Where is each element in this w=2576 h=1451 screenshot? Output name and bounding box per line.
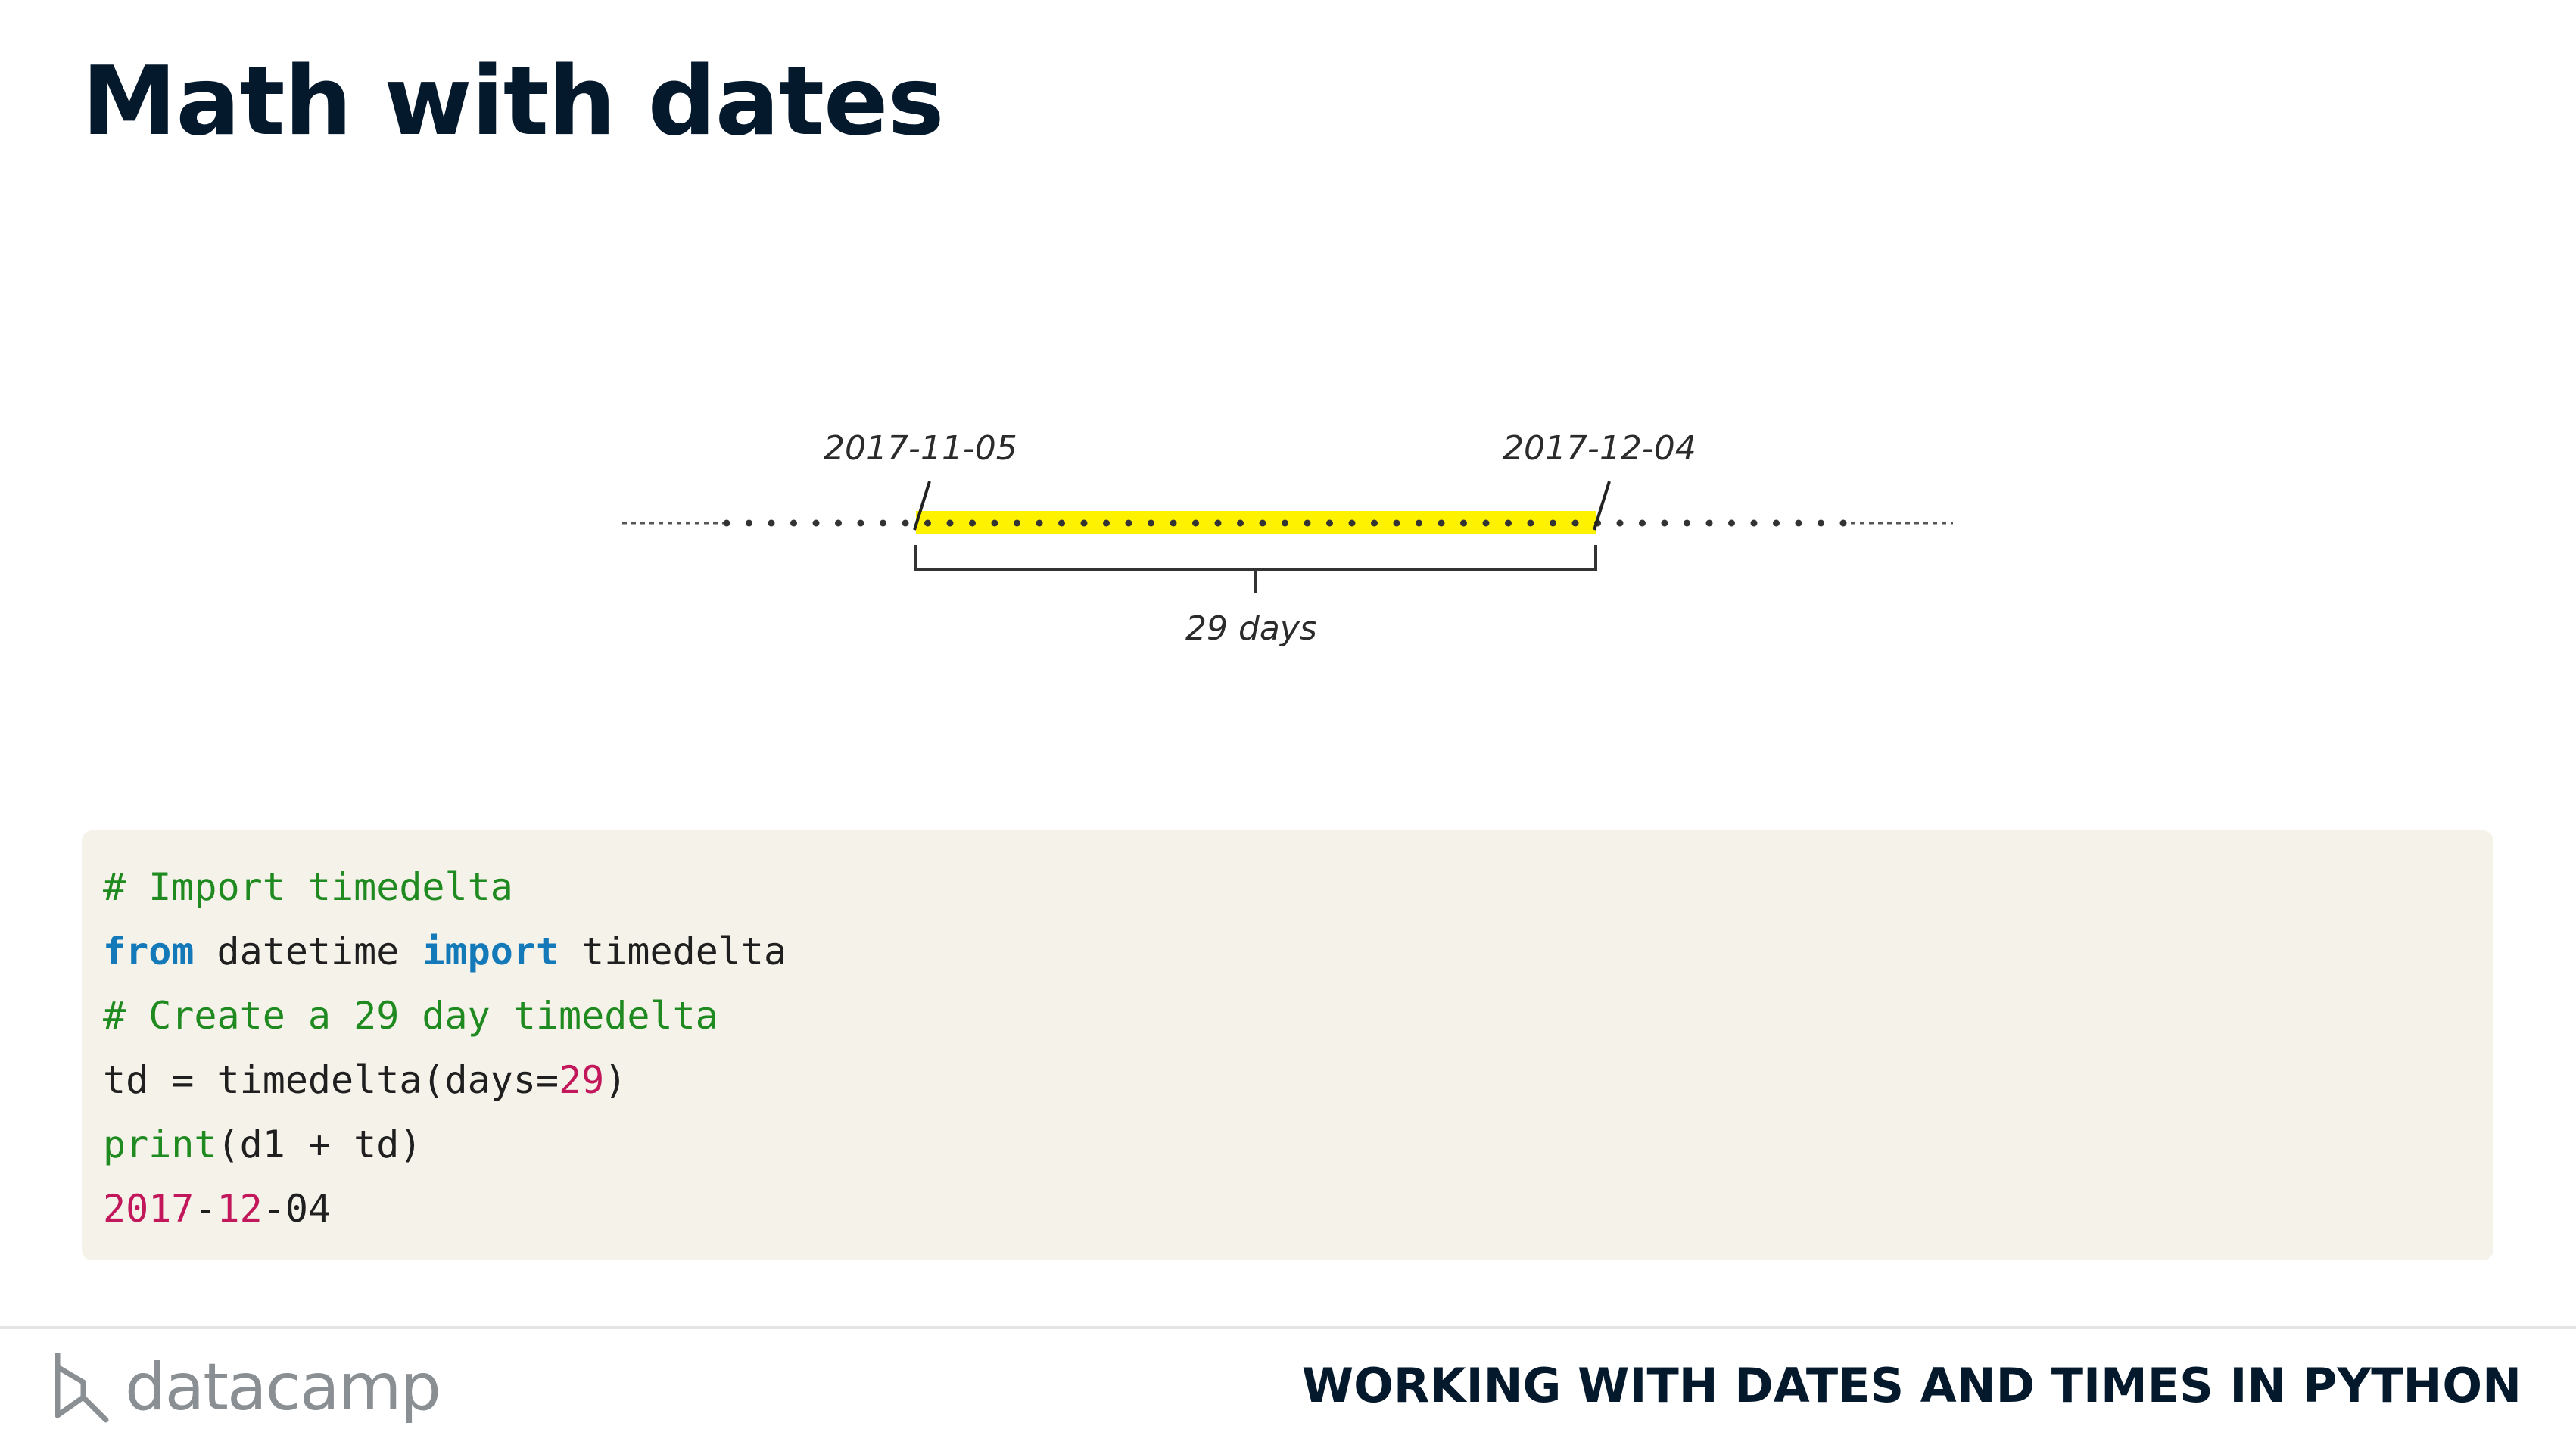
datacamp-logo-icon — [55, 1353, 109, 1423]
code-token: 12 — [216, 1187, 263, 1231]
code-token: ) — [604, 1058, 628, 1102]
timeline-dot — [924, 519, 931, 527]
start-tick — [913, 481, 931, 531]
timeline-dot — [1237, 519, 1244, 527]
timeline-dot — [969, 519, 976, 527]
timeline-dot — [790, 519, 797, 527]
timeline-dot — [1460, 519, 1467, 527]
timeline-dot — [1170, 519, 1177, 527]
timeline-dot — [1192, 519, 1199, 527]
timeline-dot — [1214, 519, 1222, 527]
timeline-dot — [768, 519, 775, 527]
code-token: from — [103, 929, 195, 973]
timeline-dot — [1527, 519, 1534, 527]
timeline-dot — [1348, 519, 1356, 527]
code-line: 2017-12-04 — [103, 1190, 331, 1228]
code-token: (d1 + td) — [216, 1123, 422, 1166]
timeline-dot — [1438, 519, 1445, 527]
code-token: -04 — [262, 1187, 332, 1231]
code-block: # Import timedelta from datetime import t… — [82, 830, 2493, 1260]
timeline-dot — [1505, 519, 1512, 527]
datacamp-logo-text: datacamp — [125, 1350, 441, 1425]
code-token: import — [422, 929, 559, 973]
timeline-diagram: 2017-11-05 2017-12-04 29 days — [622, 429, 1953, 648]
timeline-dot — [1371, 519, 1378, 527]
code-line: # Create a 29 day timedelta — [103, 997, 718, 1035]
timeline-dot — [880, 519, 886, 527]
footer-divider — [0, 1326, 2576, 1329]
timeline-dot — [1795, 519, 1802, 527]
code-line: # Import timedelta — [103, 868, 513, 906]
code-token: td = timedelta(days= — [103, 1058, 559, 1102]
timeline-dot — [1705, 519, 1713, 527]
timeline-dot — [1661, 519, 1668, 527]
timeline-dot — [1684, 519, 1690, 527]
course-title: WORKING WITH DATES AND TIMES IN PYTHON — [1301, 1358, 2521, 1413]
timeline-dot — [902, 519, 909, 527]
code-token: 29 — [559, 1058, 605, 1102]
code-token: # Create a 29 day timedelta — [103, 994, 718, 1038]
timeline-dot — [1773, 519, 1780, 527]
timeline-dot — [1080, 519, 1088, 527]
timeline-dot — [835, 519, 842, 527]
timeline-dot — [1818, 519, 1824, 527]
code-token: datetime — [194, 929, 422, 973]
end-date-label: 2017-12-04 — [1503, 429, 1696, 468]
timeline-dot — [1393, 519, 1400, 527]
span-bracket — [914, 545, 1597, 593]
timeline-dot — [1416, 519, 1422, 527]
start-date-label: 2017-11-05 — [824, 429, 1017, 468]
timeline-dot — [1058, 519, 1065, 527]
code-token: - — [194, 1187, 217, 1231]
timeline-dot — [1550, 519, 1556, 527]
timeline-dot — [1304, 519, 1311, 527]
slide-title: Math with dates — [82, 45, 945, 157]
timeline-dot — [1036, 519, 1043, 527]
timeline-dots — [723, 519, 1847, 527]
timeline-dot — [1571, 519, 1579, 527]
timeline-dot — [723, 519, 730, 527]
datacamp-logo: datacamp — [53, 1349, 447, 1432]
highlight-bar — [916, 511, 1596, 534]
code-token: timedelta — [559, 929, 787, 973]
timeline-dot — [1125, 519, 1132, 527]
code-line: from datetime import timedelta — [103, 933, 787, 970]
timeline-dot — [991, 519, 998, 527]
code-line: print(d1 + td) — [103, 1126, 422, 1163]
timeline-dot — [1616, 519, 1624, 527]
timeline-dot — [812, 519, 820, 527]
timeline-dot — [1728, 519, 1735, 527]
span-label: 29 days — [1185, 609, 1317, 648]
timeline-dot — [857, 519, 864, 527]
code-token: # Import timedelta — [103, 865, 513, 909]
code-token: 2017 — [103, 1187, 195, 1231]
timeline-dot — [1148, 519, 1154, 527]
timeline-dot — [1639, 519, 1646, 527]
timeline-dot — [1103, 519, 1110, 527]
timeline-dot — [1259, 519, 1266, 527]
timeline-dot — [1482, 519, 1490, 527]
timeline-dot — [946, 519, 954, 527]
timeline-dot — [1750, 519, 1758, 527]
timeline-dot — [1014, 519, 1020, 527]
timeline-dot — [746, 519, 752, 527]
end-tick — [1593, 481, 1611, 531]
timeline-dot — [1326, 519, 1333, 527]
timeline-dot — [1839, 519, 1847, 527]
timeline-dot — [1282, 519, 1288, 527]
code-token: print — [103, 1123, 217, 1166]
code-line: td = timedelta(days=29) — [103, 1061, 627, 1099]
